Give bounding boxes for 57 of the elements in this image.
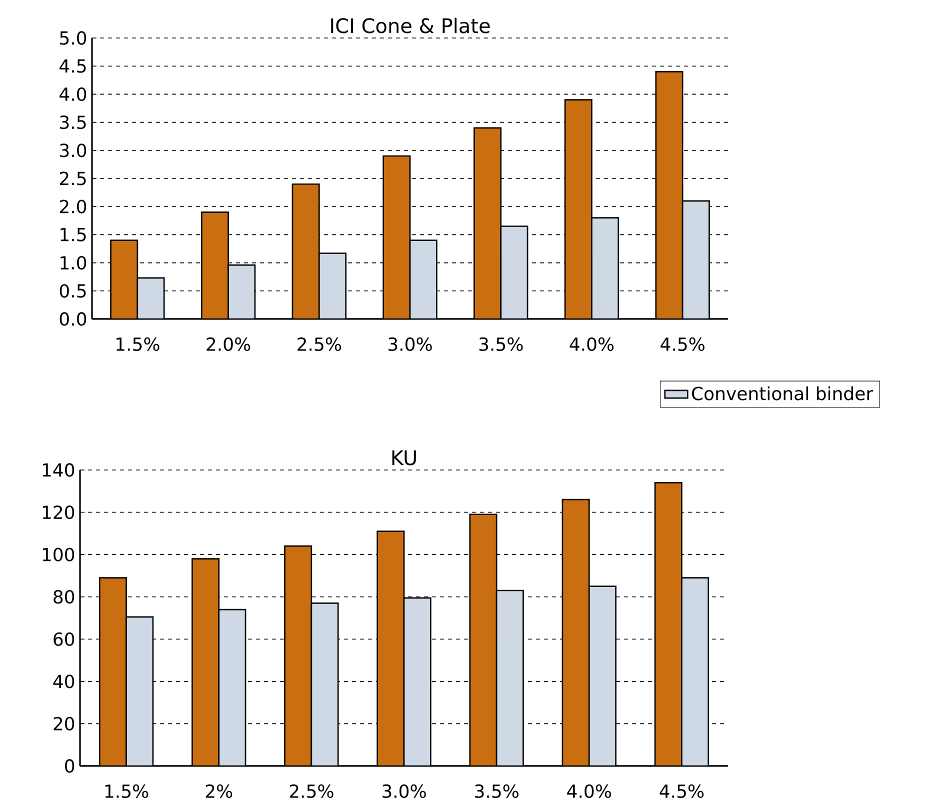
chart-title: ICI Cone & Plate bbox=[331, 18, 490, 34]
bar bbox=[500, 226, 528, 319]
y-tick-label: 4.0 bbox=[60, 87, 86, 101]
y-tick-label: 60 bbox=[54, 632, 74, 646]
bar bbox=[318, 252, 346, 319]
bar bbox=[496, 590, 524, 766]
bar bbox=[192, 558, 220, 766]
bar bbox=[228, 264, 256, 319]
y-tick-label: 0.0 bbox=[60, 312, 86, 326]
x-tick-label: 1.5% bbox=[105, 784, 148, 798]
bar bbox=[591, 217, 620, 319]
chart-title: KU bbox=[392, 450, 416, 466]
x-tick-label: 2.5% bbox=[298, 337, 342, 351]
y-tick-label: 120 bbox=[42, 505, 74, 520]
y-tick-label: 5.0 bbox=[60, 31, 86, 45]
x-tick-label: 4.5% bbox=[660, 337, 704, 351]
y-tick-label: 2.0 bbox=[60, 200, 86, 214]
y-tick-label: 0.5 bbox=[60, 284, 86, 298]
bar bbox=[403, 597, 432, 766]
bar bbox=[376, 530, 405, 766]
bar bbox=[284, 545, 312, 766]
x-tick-label: 2.0% bbox=[206, 337, 250, 351]
bar bbox=[136, 277, 165, 319]
y-tick-label: 4.5 bbox=[60, 59, 86, 73]
bar bbox=[218, 608, 246, 766]
y-tick-label: 3.0 bbox=[60, 144, 86, 158]
x-tick-label: 3.5% bbox=[475, 784, 518, 798]
x-tick-label: 4.5% bbox=[660, 784, 704, 798]
y-tick-label: 40 bbox=[53, 674, 74, 688]
bar bbox=[654, 482, 682, 766]
bar bbox=[409, 240, 438, 319]
bar bbox=[588, 586, 616, 766]
y-tick-label: 1.5 bbox=[60, 228, 86, 242]
bar bbox=[562, 498, 590, 766]
x-tick-label: 3.5% bbox=[479, 337, 523, 351]
x-tick-label: 4.0% bbox=[570, 337, 614, 351]
bar bbox=[682, 200, 710, 319]
x-tick-label: 3.0% bbox=[382, 784, 426, 798]
x-tick-label: 3.0% bbox=[388, 337, 432, 351]
bar bbox=[310, 602, 339, 766]
bar bbox=[681, 577, 710, 766]
y-tick-label: 2.5 bbox=[60, 172, 86, 186]
bar bbox=[126, 616, 154, 766]
x-tick-label: 2.5% bbox=[290, 784, 334, 798]
x-tick-label: 4.0% bbox=[567, 784, 612, 798]
x-tick-label: 2% bbox=[206, 784, 232, 798]
y-tick-label: 20 bbox=[54, 716, 74, 731]
y-tick-label: 140 bbox=[42, 463, 74, 477]
x-tick-label: 1.5% bbox=[116, 337, 160, 351]
bar bbox=[469, 514, 498, 766]
y-tick-label: 80 bbox=[54, 590, 74, 604]
y-tick-label: 1.0 bbox=[60, 256, 86, 270]
bar bbox=[98, 577, 127, 766]
y-tick-label: 0 bbox=[65, 759, 74, 773]
y-tick-label: 3.5 bbox=[60, 115, 86, 130]
legend-label: Conventional binder bbox=[692, 386, 874, 400]
y-tick-label: 100 bbox=[42, 548, 74, 562]
